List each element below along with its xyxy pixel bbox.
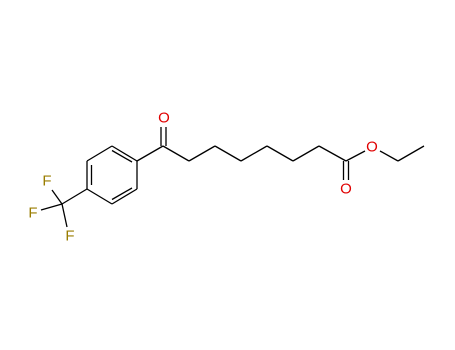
atom-label: F — [42, 173, 51, 190]
atom-label: F — [65, 228, 74, 245]
bonds — [40, 127, 425, 228]
atom-label: O — [366, 139, 378, 156]
atom-label: O — [340, 181, 352, 198]
atom-label: O — [158, 110, 170, 127]
atom-label: F — [28, 205, 37, 222]
